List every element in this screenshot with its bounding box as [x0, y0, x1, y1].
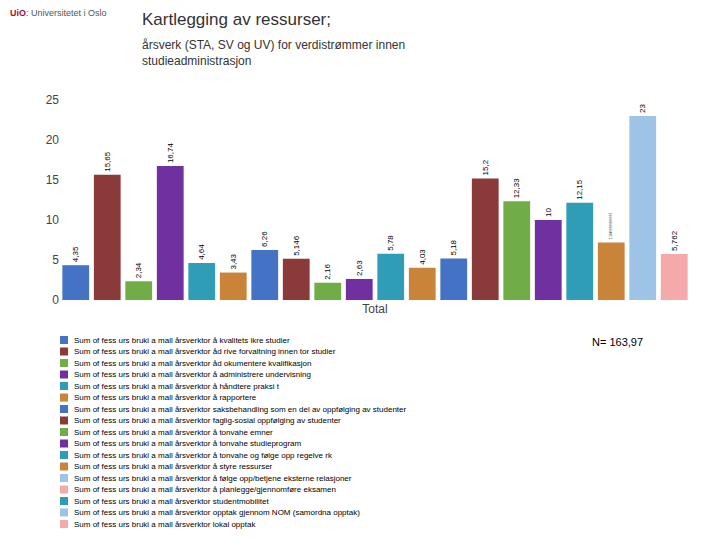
- svg-text:2,34: 2,34: [134, 262, 143, 278]
- svg-text:23: 23: [638, 104, 647, 113]
- svg-text:Sum of fess urs bruki a mall å: Sum of fess urs bruki a mall årsverktor …: [74, 370, 311, 379]
- svg-text:15: 15: [46, 173, 60, 187]
- svg-text:Sum of fess urs bruki a mall å: Sum of fess urs bruki a mall årsverktor …: [74, 474, 352, 483]
- svg-text:Sum of fess urs bruki a mall å: Sum of fess urs bruki a mall årsverktor …: [74, 393, 257, 402]
- svg-text:4,03: 4,03: [418, 249, 427, 265]
- svg-text:Sum of fess urs bruki a mall å: Sum of fess urs bruki a mall årsverktor …: [74, 359, 311, 368]
- svg-text:Sum of fess urs bruki a mall å: Sum of fess urs bruki a mall årsverktor …: [74, 439, 302, 448]
- svg-text:UiO: Universitetet i Oslo: UiO: Universitetet i Oslo: [10, 8, 107, 18]
- svg-text:Sum of fess urs bruki a mall å: Sum of fess urs bruki a mall årsverktor …: [74, 451, 333, 460]
- svg-text:Sum of fess urs bruki a mall å: Sum of fess urs bruki a mall årsverktor …: [74, 462, 273, 471]
- svg-text:Total: Total: [362, 302, 387, 316]
- svg-text:4,35: 4,35: [71, 246, 80, 262]
- svg-text:2,63: 2,63: [355, 260, 364, 276]
- svg-text:Sum of fess urs bruki a mall å: Sum of fess urs bruki a mall årsverktor …: [74, 382, 280, 391]
- svg-text:5: 5: [52, 253, 59, 267]
- svg-text:Sum of fess urs bruki a mall å: Sum of fess urs bruki a mall årsverktor …: [74, 416, 341, 425]
- svg-text:Sum of fess urs bruki a mall å: Sum of fess urs bruki a mall årsverktor …: [74, 485, 336, 494]
- svg-text:10: 10: [544, 208, 553, 217]
- svg-text:5,762: 5,762: [670, 230, 679, 251]
- svg-text:5,146: 5,146: [292, 235, 301, 256]
- svg-text:0: 0: [52, 293, 59, 307]
- svg-text:25: 25: [46, 93, 60, 107]
- svg-text:Sum of fess urs bruki a mall å: Sum of fess urs bruki a mall årsverktor …: [74, 336, 290, 345]
- svg-text:N= 163,97: N= 163,97: [592, 336, 643, 348]
- svg-text:10: 10: [46, 213, 60, 227]
- svg-text:2,16: 2,16: [323, 264, 332, 280]
- svg-text:12,33: 12,33: [512, 178, 521, 199]
- svg-text:7,19499999999997: 7,19499999999997: [609, 213, 613, 240]
- svg-text:4,64: 4,64: [197, 244, 206, 260]
- svg-text:Sum of fess urs bruki a mall å: Sum of fess urs bruki a mall årsverktor …: [74, 428, 273, 437]
- svg-text:15,65: 15,65: [103, 151, 112, 172]
- svg-text:5,18: 5,18: [449, 239, 458, 255]
- svg-text:Sum of fess urs bruki a mall å: Sum of fess urs bruki a mall årsverktor …: [74, 508, 360, 517]
- svg-text:Sum of fess urs bruki a mall å: Sum of fess urs bruki a mall årsverktor …: [74, 520, 256, 529]
- svg-text:Kartlegging av ressurser;: Kartlegging av ressurser;: [142, 10, 331, 29]
- svg-text:Sum of fess urs bruki a mall å: Sum of fess urs bruki a mall årsverktor …: [74, 405, 407, 414]
- svg-text:Sum of fess urs bruki a mall å: Sum of fess urs bruki a mall årsverktor …: [74, 497, 270, 506]
- svg-text:årsverk (STA, SV og UV) for ve: årsverk (STA, SV og UV) for verdistrømme…: [142, 38, 405, 68]
- svg-text:12,15: 12,15: [575, 179, 584, 200]
- svg-text:6,26: 6,26: [260, 231, 269, 247]
- svg-text:Sum of fess urs bruki a mall å: Sum of fess urs bruki a mall årsverktor …: [74, 347, 336, 356]
- svg-text:15,2: 15,2: [481, 159, 490, 175]
- svg-text:16,74: 16,74: [166, 143, 175, 164]
- svg-text:20: 20: [46, 133, 60, 147]
- svg-text:3,43: 3,43: [229, 253, 238, 269]
- svg-text:5,78: 5,78: [386, 235, 395, 251]
